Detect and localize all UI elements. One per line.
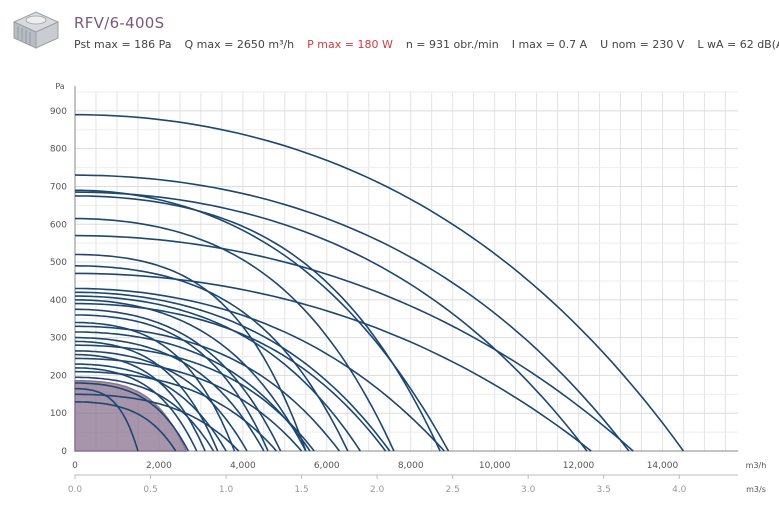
spec-q-max: Q max = 2650 m³/h <box>184 38 295 51</box>
fan-curve-28 <box>75 367 198 452</box>
fan-curve-14 <box>74 299 307 452</box>
spec-line: Pst max = 186 Pa Q max = 2650 m³/h P max =… <box>74 38 779 51</box>
fan-curve-20 <box>75 331 311 452</box>
y-tick-label: 900 <box>50 107 67 117</box>
y-tick-label: 0 <box>61 447 67 457</box>
x-tick-label: 14,000 <box>647 461 679 471</box>
y-tick-label: 600 <box>50 220 67 230</box>
x2-tick-label: 0.0 <box>68 485 83 495</box>
fan-curve-25 <box>75 353 206 452</box>
spec-speed: n = 931 obr./min <box>405 38 499 51</box>
fan-curve-17 <box>75 314 269 452</box>
x2-tick-label: 0.5 <box>143 485 157 495</box>
fan-curve-26 <box>75 357 303 452</box>
fan-curve-1 <box>75 113 685 452</box>
fan-curve-2 <box>74 174 630 452</box>
x2-tick-label: 4.0 <box>672 485 687 495</box>
spec-lwa: L wA = 62 dB(A) <box>697 38 779 51</box>
fan-curve-19 <box>75 325 341 452</box>
fan-curve-29 <box>74 370 278 452</box>
x2-tick-label: 3.0 <box>521 485 536 495</box>
y-tick-label: 800 <box>50 145 67 155</box>
x-axis-label: m3/h <box>746 461 767 470</box>
x-tick-label: 12,000 <box>563 461 595 471</box>
x2-tick-label: 2.5 <box>445 485 459 495</box>
fan-curve-30 <box>75 376 215 452</box>
fan-curve-10 <box>74 265 349 452</box>
x2-axis-label: m3/s <box>746 485 766 494</box>
y-tick-label: 100 <box>50 409 67 419</box>
spec-i-max: I max = 0.7 A <box>511 38 588 51</box>
fan-curve-6 <box>75 272 592 452</box>
fan-curve-33 <box>75 393 240 452</box>
x-tick-label: 10,000 <box>479 461 511 471</box>
product-thumbnail <box>8 8 64 52</box>
x-tick-label: 6,000 <box>314 461 340 471</box>
y-tick-label: 700 <box>50 182 67 192</box>
x2-tick-label: 1.5 <box>294 485 308 495</box>
fan-curve-34 <box>75 401 177 452</box>
fan-curve-15 <box>75 302 387 452</box>
spec-pst-max: Pst max = 186 Pa <box>74 38 172 51</box>
spec-u-nom: U nom = 230 V <box>600 38 685 51</box>
y-tick-label: 500 <box>50 258 67 268</box>
x-tick-label: 4,000 <box>230 461 256 471</box>
x2-tick-label: 3.5 <box>597 485 611 495</box>
fan-curve-3 <box>74 191 588 452</box>
x2-tick-label: 2.0 <box>370 485 385 495</box>
y-tick-label: 400 <box>50 296 67 306</box>
fan-curve-23 <box>75 344 315 452</box>
y-tick-label: 200 <box>50 371 67 381</box>
fan-curve-12 <box>75 291 391 452</box>
fan-curve-16 <box>75 308 282 452</box>
fan-curve-11 <box>75 287 445 452</box>
fan-curve-8 <box>75 217 395 452</box>
product-title: RFV/6-400S <box>74 14 165 32</box>
x2-tick-label: 1.0 <box>219 485 234 495</box>
fan-curve-13 <box>75 295 361 452</box>
fan-curve-5 <box>74 234 634 452</box>
y-axis-label: Pa <box>55 82 64 91</box>
x-tick-label: 2,000 <box>146 461 172 471</box>
x-tick-label: 0 <box>72 461 78 471</box>
y-tick-label: 300 <box>50 334 67 344</box>
roof-fan-unit-icon <box>12 11 60 49</box>
fan-curve-31 <box>75 382 190 452</box>
fan-curve-7 <box>74 195 441 452</box>
fan-curve-9 <box>75 253 307 452</box>
x-tick-label: 8,000 <box>398 461 424 471</box>
spec-p-max: P max = 180 W <box>307 38 393 51</box>
fan-curve-22 <box>75 340 219 452</box>
